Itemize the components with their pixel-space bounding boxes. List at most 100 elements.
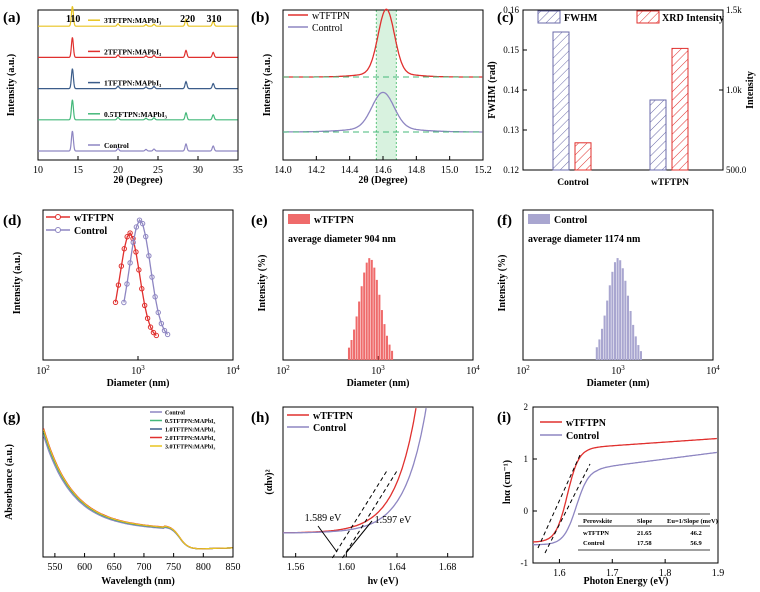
- dls-marker: [147, 324, 154, 330]
- panel-label: (a): [3, 10, 21, 26]
- legend-label: 2.0TFTPN:MAPbI₃: [165, 436, 215, 442]
- panel-label: (d): [3, 213, 21, 229]
- abs-x-tick-label: 850: [226, 562, 241, 573]
- absorbance-plot-frame: [42, 406, 234, 558]
- table-header: Perovskite: [583, 518, 612, 525]
- x-axis-label: Diameter (nm): [587, 378, 650, 389]
- legend-marker: [55, 227, 61, 233]
- y-tick-label-right: 1.0k: [726, 85, 742, 95]
- histogram-bar: [360, 286, 363, 360]
- legend-label: 1TFTPN:MAPbI₃: [104, 79, 162, 88]
- histogram-bar: [378, 294, 381, 360]
- xrd-intensity-bar: [671, 47, 689, 171]
- dls-marker: [130, 239, 136, 246]
- y-axis-label: Intensity (a.u.): [12, 252, 23, 315]
- legend-swatch: [528, 214, 550, 224]
- dls-marker: [121, 299, 127, 306]
- highlight-band: [376, 10, 397, 160]
- legend-label: 0.5TFTPN:MAPbI₃: [104, 110, 168, 119]
- histogram-bar: [629, 310, 632, 360]
- legend-label: wTFTPN: [313, 411, 354, 422]
- hist-x-tick-label: 104: [466, 364, 480, 377]
- dls-marker: [136, 217, 143, 223]
- legend-label: wTFTPN: [74, 213, 115, 224]
- panel-label: (b): [251, 10, 269, 26]
- panel-label: (h): [251, 410, 269, 426]
- histogram-bar: [365, 262, 368, 360]
- average-diameter-label: average diameter 1174 nm: [528, 234, 641, 245]
- legend-label: XRD Intensity: [662, 13, 724, 24]
- urbach-x-tick-label: 1.9: [712, 568, 725, 579]
- histogram-bar: [358, 301, 361, 360]
- y-axis-label: Intensity (%): [257, 255, 268, 312]
- legend-label: 2TFTPN:MAPbI₃: [104, 47, 162, 56]
- panel-label: (i): [497, 410, 511, 426]
- hist-x-tick-label: 103: [611, 364, 625, 377]
- legend-label: Control: [165, 411, 185, 417]
- y-tick-label: 2: [524, 402, 529, 412]
- xrd-x-tick-label: 15: [73, 165, 83, 176]
- histogram-bar: [355, 316, 358, 360]
- y-tick-label: 0: [524, 506, 529, 516]
- y-tick-label-right: 1.5k: [726, 5, 742, 15]
- y-axis-label: FWHM (rad): [487, 61, 498, 119]
- peak-x-tick-label: 14.8: [408, 165, 426, 176]
- legend-swatch: [537, 10, 561, 24]
- histogram-bar: [391, 350, 394, 360]
- tauc-plot-frame: [282, 406, 474, 558]
- dls-marker: [127, 230, 133, 236]
- dls-marker: [152, 294, 158, 300]
- histogram-bar: [375, 279, 378, 360]
- histogram-bar: [350, 339, 353, 360]
- hist-x-tick-label: 104: [706, 364, 720, 377]
- bandgap-label: 1.589 eV: [305, 513, 342, 524]
- histogram-bar: [619, 260, 622, 360]
- legend-label: 3.0TFTPN:MAPbI₃: [165, 445, 215, 451]
- legend-label: 3TFTPN:MAPbI₃: [104, 16, 162, 25]
- legend-label: 1.0TFTPN:MAPbI₃: [165, 428, 215, 434]
- legend-swatch: [288, 214, 310, 224]
- y-axis-label: Intensity (%): [497, 255, 508, 312]
- histogram-bar: [388, 344, 391, 360]
- category-label: Control: [557, 178, 589, 188]
- dls-marker: [150, 329, 157, 336]
- xrd-series-line: [38, 99, 238, 121]
- panel-label: (e): [251, 213, 268, 229]
- dls-x-tick-label: 104: [226, 364, 240, 377]
- xrd-series-line: [38, 68, 238, 90]
- xrd-series-line: [38, 6, 238, 27]
- y-tick-label: 1: [524, 454, 529, 464]
- xrd-x-tick-label: 20: [113, 165, 123, 176]
- dls-marker: [161, 327, 168, 334]
- y-axis-label: Intensity (a.u.): [6, 54, 17, 117]
- histogram-bar: [595, 347, 598, 360]
- table-cell: wTFTPN: [583, 530, 609, 537]
- abs-x-tick-label: 750: [166, 562, 181, 573]
- x-axis-label: Diameter (nm): [347, 378, 410, 389]
- dls-marker: [146, 253, 152, 259]
- histogram-bar: [600, 328, 604, 360]
- peak-label: 110: [66, 14, 80, 25]
- table-cell: 21.65: [637, 530, 652, 537]
- y-tick-label-right: 500.0: [726, 165, 747, 175]
- peak-x-tick-label: 14.6: [374, 165, 392, 176]
- dls-marker: [136, 267, 142, 273]
- table-cell: 17.58: [637, 540, 652, 547]
- table-cell: 56.9: [690, 540, 702, 547]
- y-tick-label: 0.13: [503, 125, 519, 135]
- x-axis-label: Photon Energy (eV): [584, 576, 669, 587]
- histogram-bar: [370, 259, 373, 360]
- y-axis-label: Intensity (a.u.): [262, 54, 273, 117]
- dls-marker: [118, 263, 125, 269]
- table-header: Eu=1/Slope (meV): [667, 518, 718, 525]
- histogram-bar: [613, 262, 617, 360]
- histogram-bar: [632, 324, 635, 360]
- peak-x-tick-label: 15.0: [441, 165, 459, 176]
- tauc-x-tick-label: 1.56: [287, 562, 305, 573]
- dls-marker: [133, 249, 139, 255]
- hist-x-tick-label: 103: [371, 364, 385, 377]
- peak-x-tick-label: 14.2: [308, 165, 326, 176]
- legend-label: Control: [554, 215, 587, 226]
- histogram-plot-frame: [282, 209, 474, 361]
